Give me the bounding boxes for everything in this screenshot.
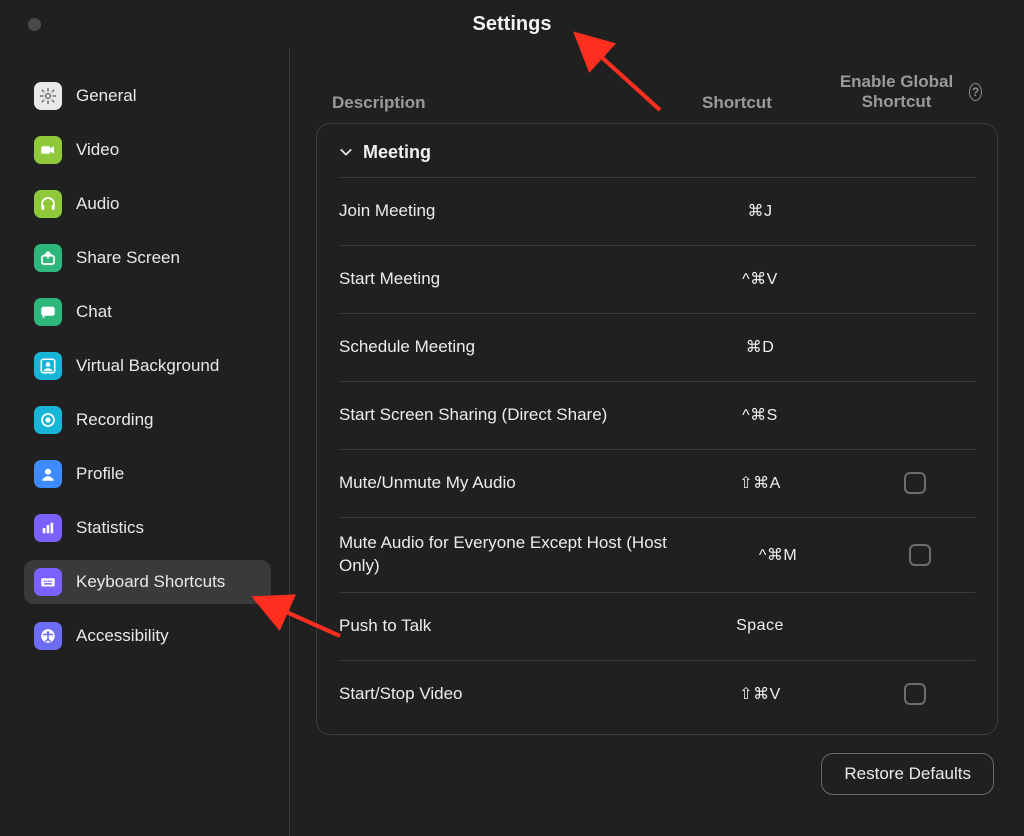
header-enable-global-label: Enable Global Shortcut [832,72,961,113]
sidebar-item-label: Keyboard Shortcuts [76,572,225,592]
sidebar-item-statistics[interactable]: Statistics [24,506,271,550]
window-title: Settings [0,13,1024,36]
sidebar-item-label: Virtual Background [76,356,219,376]
sidebar-item-audio[interactable]: Audio [24,182,271,226]
sidebar-item-label: Profile [76,464,124,484]
shortcut-keys[interactable]: ⌘D [665,337,855,357]
section-meeting-header[interactable]: Meeting [317,124,997,177]
shortcut-description: Schedule Meeting [339,336,665,359]
shortcut-description: Start Screen Sharing (Direct Share) [339,404,665,427]
shortcut-row: Start Meeting^⌘V [339,245,975,313]
sidebar-item-label: Chat [76,302,112,322]
sidebar-item-label: General [76,86,136,106]
sidebar-item-chat[interactable]: Chat [24,290,271,334]
sidebar: General Video Audio Share Screen Chat Virtual… [0,48,290,836]
section-meeting-title: Meeting [363,142,431,163]
shortcut-keys[interactable]: Space [665,617,855,635]
titlebar: Settings [0,0,1024,48]
global-shortcut-cell [855,472,975,494]
sidebar-item-recording[interactable]: Recording [24,398,271,442]
header-shortcut: Shortcut [642,93,832,113]
shortcut-keys[interactable]: ⌘J [665,201,855,221]
shortcut-row: Start/Stop Video⇧⌘V [339,660,975,728]
shortcut-row: Mute/Unmute My Audio⇧⌘A [339,449,975,517]
shortcut-row: Start Screen Sharing (Direct Share)^⌘S [339,381,975,449]
shortcut-description: Mute/Unmute My Audio [339,472,665,495]
sidebar-item-label: Recording [76,410,154,430]
sidebar-item-label: Statistics [76,518,144,538]
sidebar-item-profile[interactable]: Profile [24,452,271,496]
sidebar-item-label: Video [76,140,119,160]
shortcut-row: Mute Audio for Everyone Except Host (Hos… [339,517,975,592]
shortcut-description: Mute Audio for Everyone Except Host (Hos… [339,532,691,578]
sidebar-item-video[interactable]: Video [24,128,271,172]
shortcut-keys[interactable]: ^⌘S [665,405,855,425]
person-bg-icon [34,352,62,380]
gear-icon [34,82,62,110]
global-shortcut-checkbox[interactable] [904,472,926,494]
global-shortcut-checkbox[interactable] [904,683,926,705]
video-icon [34,136,62,164]
main-panel: Description Shortcut Enable Global Short… [290,48,1024,836]
chevron-down-icon [339,145,353,159]
stats-icon [34,514,62,542]
shortcut-description: Push to Talk [339,615,665,638]
global-shortcut-checkbox[interactable] [909,544,931,566]
shortcut-description: Start Meeting [339,268,665,291]
shortcut-description: Join Meeting [339,200,665,223]
share-icon [34,244,62,272]
shortcut-keys[interactable]: ⇧⌘A [665,473,855,493]
column-headers: Description Shortcut Enable Global Short… [316,48,998,123]
shortcut-description: Start/Stop Video [339,683,665,706]
shortcut-row: Push to TalkSpace [339,592,975,660]
headphones-icon [34,190,62,218]
restore-defaults-button[interactable]: Restore Defaults [821,753,994,795]
sidebar-item-label: Accessibility [76,626,169,646]
help-icon[interactable]: ? [969,83,982,101]
header-description: Description [332,93,642,113]
shortcut-row: Join Meeting⌘J [339,177,975,245]
keyboard-icon [34,568,62,596]
chat-icon [34,298,62,326]
shortcut-row: Schedule Meeting⌘D [339,313,975,381]
sidebar-item-keyboard-shortcuts[interactable]: Keyboard Shortcuts [24,560,271,604]
shortcuts-panel: Meeting Join Meeting⌘JStart Meeting^⌘VSc… [316,123,998,735]
sidebar-item-accessibility[interactable]: Accessibility [24,614,271,658]
window-close-dot[interactable] [28,18,41,31]
accessibility-icon [34,622,62,650]
sidebar-item-label: Audio [76,194,119,214]
shortcut-keys[interactable]: ⇧⌘V [665,684,855,704]
header-enable-global: Enable Global Shortcut ? [832,72,982,113]
sidebar-item-label: Share Screen [76,248,180,268]
profile-icon [34,460,62,488]
shortcut-keys[interactable]: ^⌘M [691,545,865,565]
sidebar-item-general[interactable]: General [24,74,271,118]
sidebar-item-share-screen[interactable]: Share Screen [24,236,271,280]
global-shortcut-cell [865,544,975,566]
record-icon [34,406,62,434]
shortcut-keys[interactable]: ^⌘V [665,269,855,289]
sidebar-item-virtual-background[interactable]: Virtual Background [24,344,271,388]
global-shortcut-cell [855,683,975,705]
